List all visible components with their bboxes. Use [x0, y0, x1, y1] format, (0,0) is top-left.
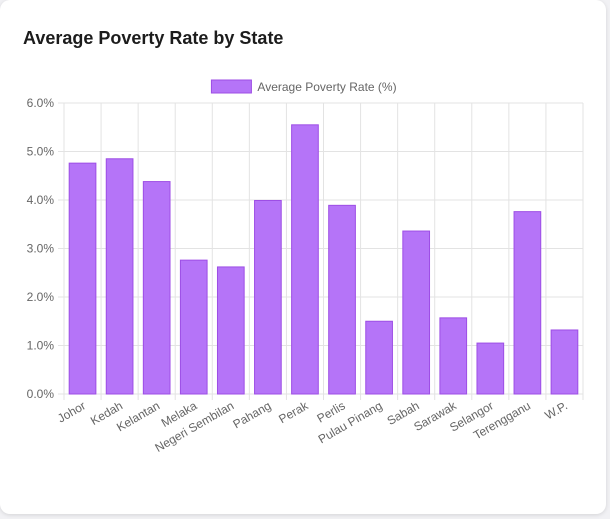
bar-pahang[interactable]	[254, 199, 282, 395]
bar-perak[interactable]	[291, 124, 319, 395]
x-tick-label: W.P.	[542, 398, 570, 422]
x-tick-label: Kelantan	[114, 398, 162, 434]
chart-title: Average Poverty Rate by State	[23, 28, 284, 48]
bar-kedah[interactable]	[105, 158, 134, 395]
bar-melaka[interactable]	[179, 259, 208, 395]
x-tick-label: Johor	[55, 398, 88, 425]
bar-kelantan[interactable]	[142, 181, 171, 395]
legend-swatch[interactable]	[210, 79, 252, 94]
legend-label: Average Poverty Rate (%)	[257, 80, 396, 94]
bar-perlis[interactable]	[328, 204, 356, 395]
y-tick-label: 2.0%	[27, 290, 55, 304]
x-tick-label: Pahang	[231, 398, 274, 431]
y-tick-label: 6.0%	[27, 96, 55, 110]
x-tick-label: Perak	[276, 398, 311, 426]
y-tick-label: 1.0%	[27, 339, 55, 353]
bar-sabah[interactable]	[402, 230, 431, 395]
y-tick-label: 5.0%	[27, 145, 55, 159]
legend[interactable]: Average Poverty Rate (%)	[210, 79, 397, 94]
bar-w-p-[interactable]	[550, 329, 579, 395]
bar-pulau-pinang[interactable]	[365, 320, 393, 395]
bar-johor[interactable]	[68, 162, 97, 395]
grid-lines	[58, 102, 584, 400]
bar-selangor[interactable]	[476, 342, 505, 395]
y-tick-label: 3.0%	[27, 242, 55, 256]
y-tick-label: 4.0%	[27, 193, 55, 207]
bar-terengganu[interactable]	[513, 211, 542, 395]
bars	[68, 124, 579, 395]
bar-negeri-sembilan[interactable]	[216, 266, 245, 395]
bar-sarawak[interactable]	[439, 317, 468, 395]
y-tick-label: 0.0%	[27, 387, 55, 401]
